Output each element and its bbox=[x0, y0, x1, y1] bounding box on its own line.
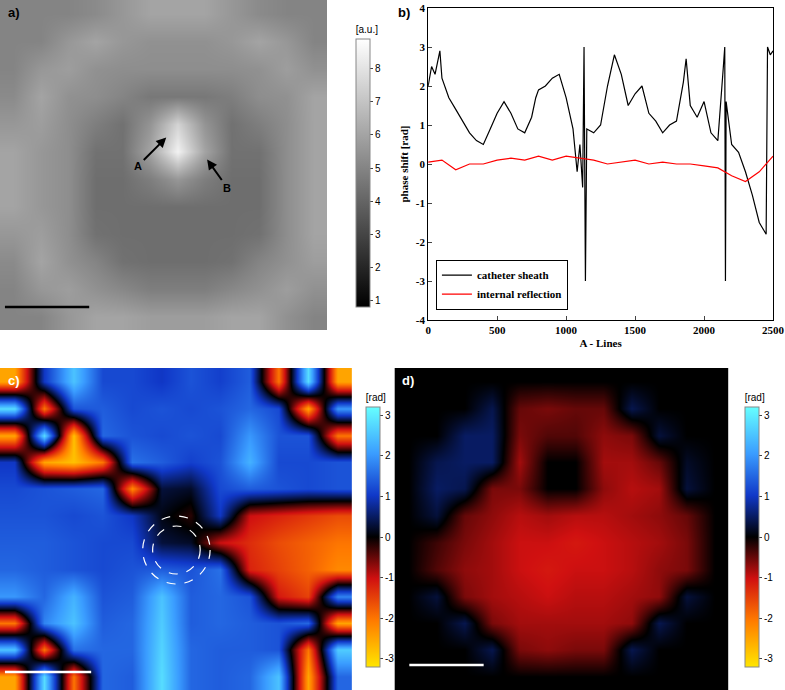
svg-text:a): a) bbox=[8, 5, 20, 20]
svg-text:d): d) bbox=[402, 373, 414, 388]
svg-text:A: A bbox=[134, 160, 142, 172]
svg-text:[rad]: [rad] bbox=[745, 392, 765, 403]
svg-text:A - Lines: A - Lines bbox=[580, 337, 623, 349]
svg-text:2: 2 bbox=[375, 262, 381, 273]
svg-text:3: 3 bbox=[419, 41, 425, 53]
svg-text:7: 7 bbox=[375, 96, 381, 107]
svg-text:catheter sheath: catheter sheath bbox=[477, 269, 549, 281]
svg-text:-1: -1 bbox=[416, 197, 425, 209]
svg-text:-2: -2 bbox=[416, 236, 426, 248]
svg-text:[rad]: [rad] bbox=[366, 392, 386, 403]
svg-text:-4: -4 bbox=[416, 314, 426, 326]
svg-text:1: 1 bbox=[385, 491, 391, 502]
svg-text:[a.u.]: [a.u.] bbox=[356, 24, 378, 35]
svg-text:-3: -3 bbox=[416, 275, 426, 287]
svg-text:4: 4 bbox=[419, 2, 425, 14]
svg-text:phase shift [rad]: phase shift [rad] bbox=[398, 125, 410, 202]
svg-text:500: 500 bbox=[489, 324, 506, 336]
svg-text:4: 4 bbox=[375, 196, 381, 207]
svg-text:3: 3 bbox=[764, 410, 770, 421]
svg-text:1: 1 bbox=[419, 119, 425, 131]
svg-text:8: 8 bbox=[375, 63, 381, 74]
svg-text:c): c) bbox=[8, 373, 20, 388]
svg-text:-2: -2 bbox=[385, 613, 394, 624]
svg-text:1500: 1500 bbox=[624, 324, 647, 336]
svg-text:2: 2 bbox=[419, 80, 425, 92]
svg-text:2500: 2500 bbox=[762, 324, 785, 336]
svg-text:2000: 2000 bbox=[693, 324, 716, 336]
svg-text:b): b) bbox=[398, 5, 410, 20]
svg-text:B: B bbox=[223, 182, 231, 194]
svg-text:5: 5 bbox=[375, 163, 381, 174]
svg-text:2: 2 bbox=[385, 450, 391, 461]
svg-text:0: 0 bbox=[385, 532, 391, 543]
svg-text:-1: -1 bbox=[385, 572, 394, 583]
svg-text:internal reflection: internal reflection bbox=[477, 288, 561, 300]
svg-text:0: 0 bbox=[764, 532, 770, 543]
svg-text:-1: -1 bbox=[764, 572, 773, 583]
svg-text:1: 1 bbox=[375, 295, 381, 306]
svg-text:0: 0 bbox=[419, 158, 425, 170]
svg-text:6: 6 bbox=[375, 129, 381, 140]
svg-text:-3: -3 bbox=[764, 653, 773, 664]
svg-text:-2: -2 bbox=[764, 613, 773, 624]
svg-text:1: 1 bbox=[764, 491, 770, 502]
svg-text:1000: 1000 bbox=[555, 324, 578, 336]
svg-text:2: 2 bbox=[764, 450, 770, 461]
svg-text:0: 0 bbox=[425, 324, 431, 336]
svg-text:-3: -3 bbox=[385, 653, 394, 664]
svg-text:3: 3 bbox=[375, 229, 381, 240]
svg-text:3: 3 bbox=[385, 410, 391, 421]
